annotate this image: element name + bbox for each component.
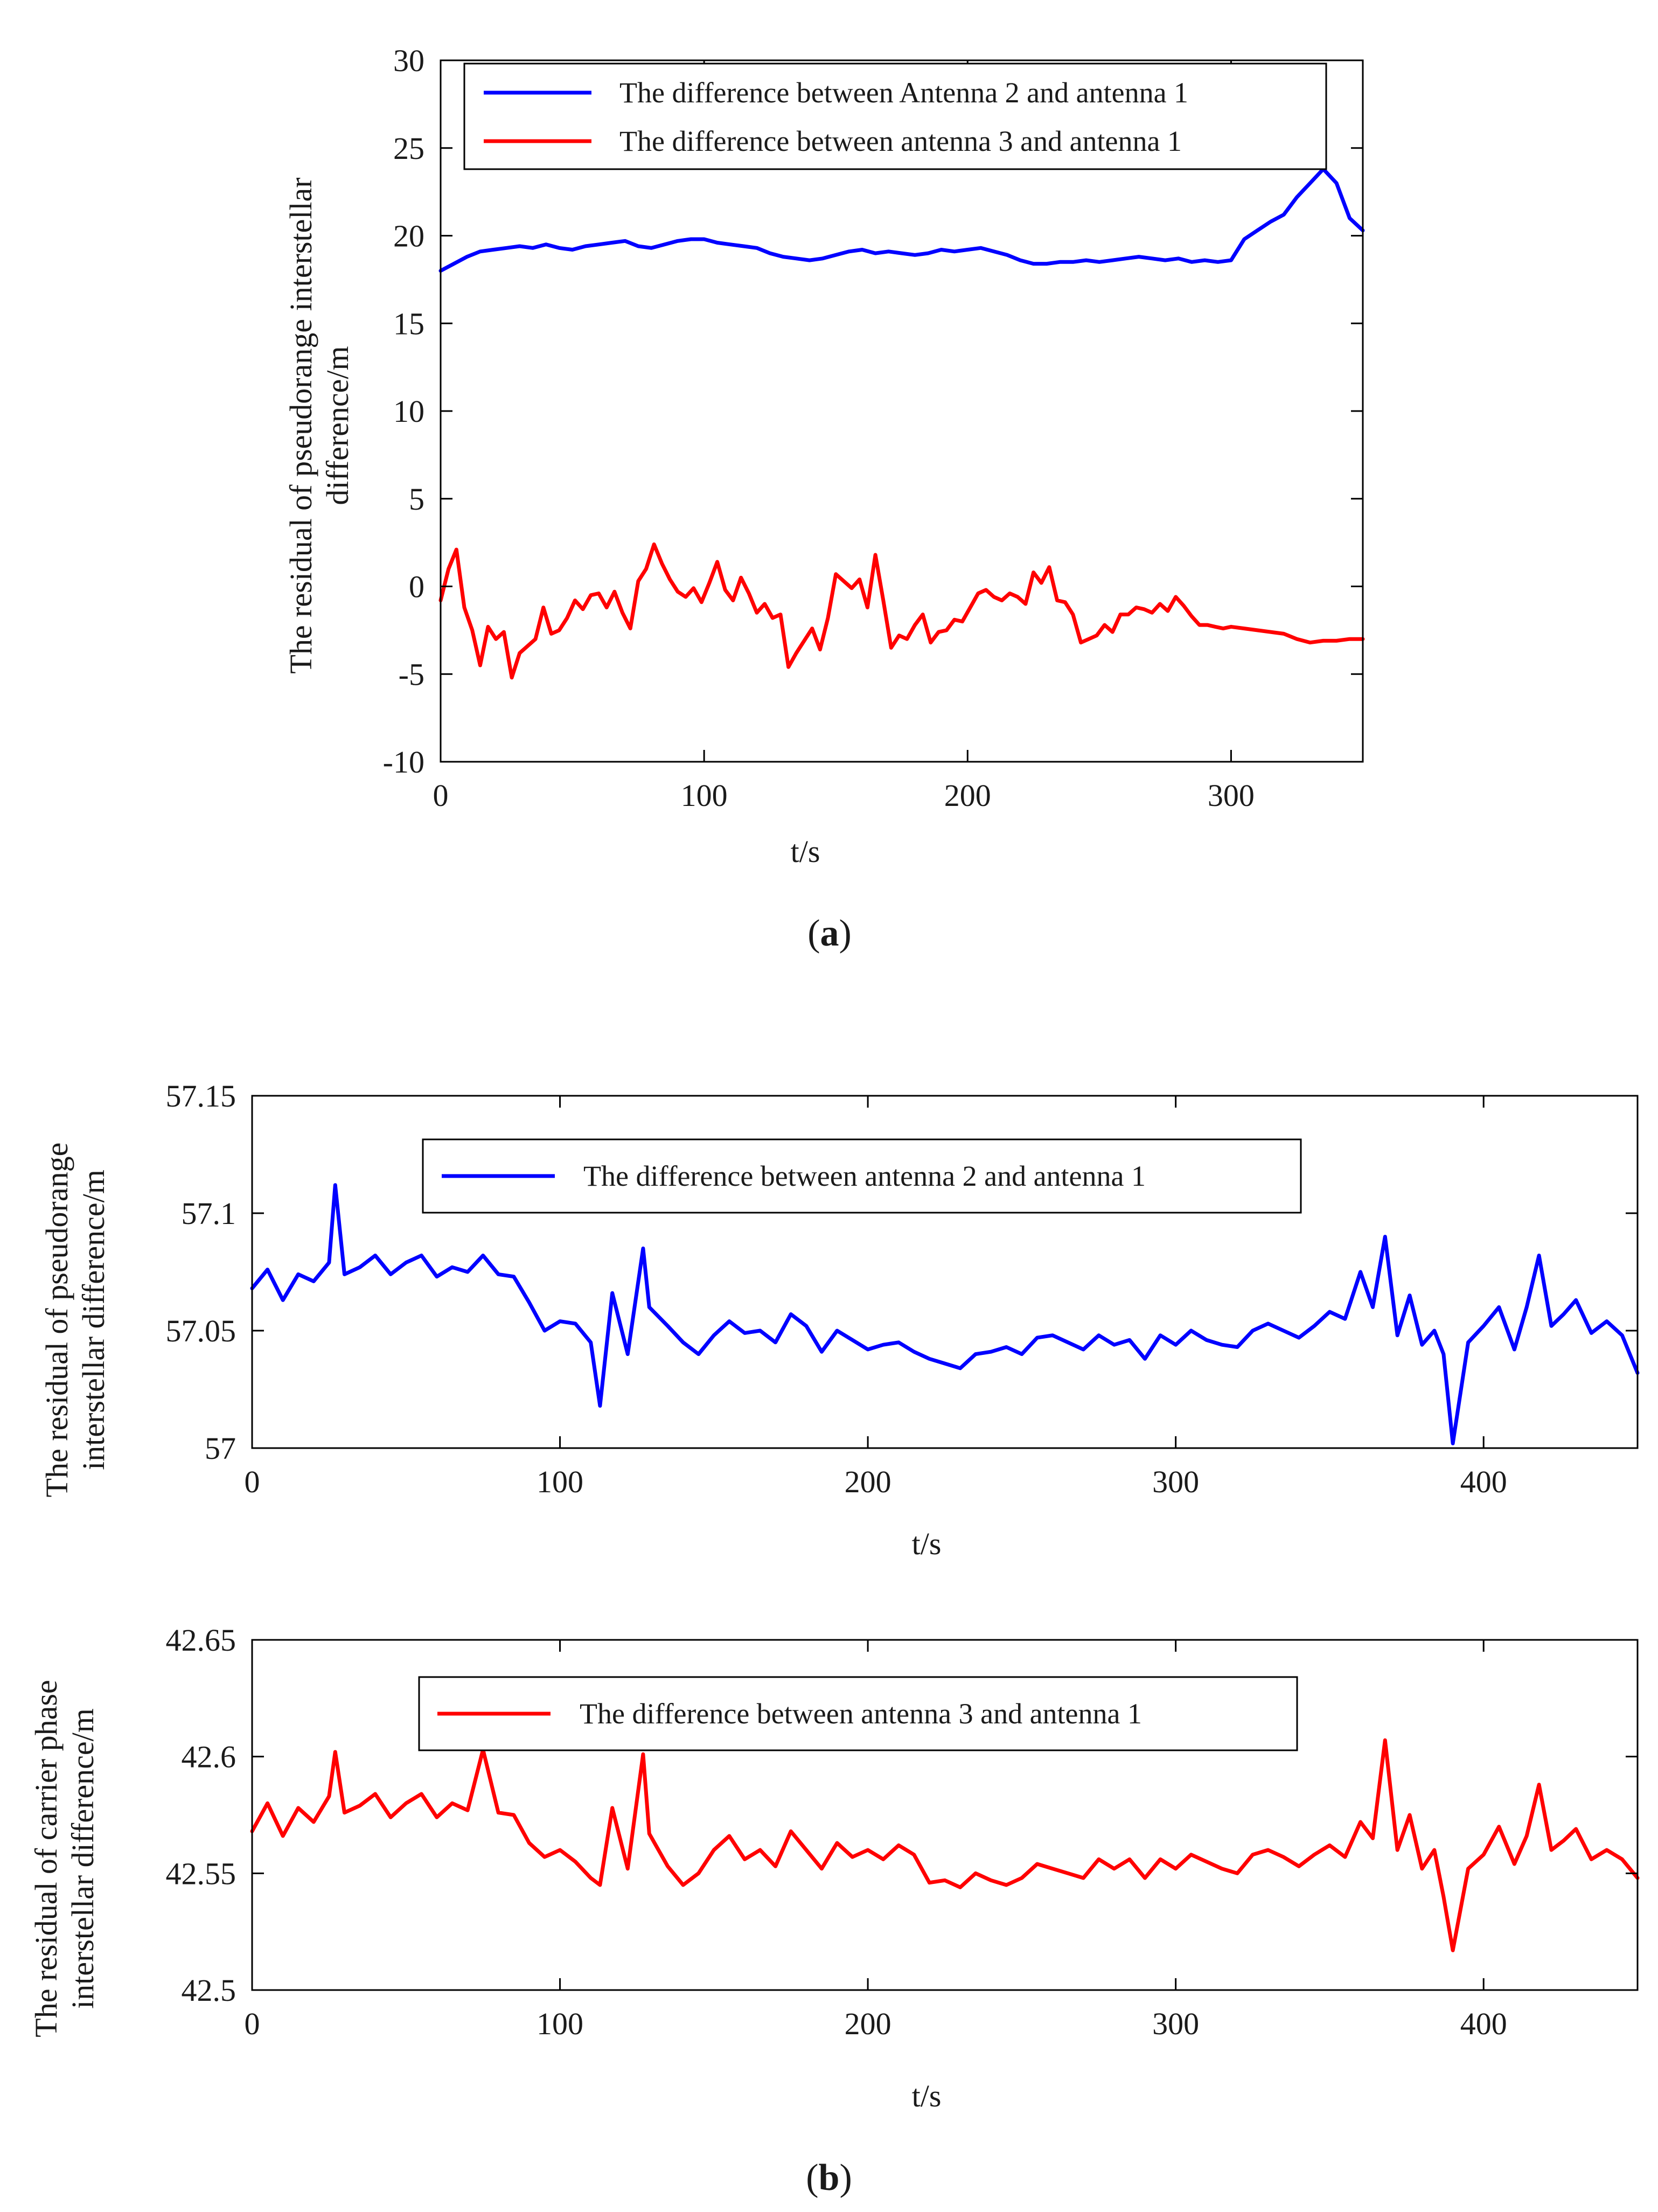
chart-a-y-tick-label: 15 <box>393 306 424 341</box>
chart-b-pseudorange-x-tick-label: 400 <box>1460 1464 1507 1499</box>
chart-b-pseudorange-y-axis-label-line-1: The residual of pseudorange <box>39 1143 74 1498</box>
chart-a-y-tick-label: -10 <box>383 745 424 780</box>
chart-b-carrier-phase-plot-area: 0 100 200 300 400 42.5 42.55 42.6 42.65 <box>166 1623 1640 2041</box>
chart-b-pseudorange-x-tick-label: 0 <box>245 1464 260 1499</box>
chart-a-y-tick-label: 10 <box>393 394 424 429</box>
chart-a-legend <box>463 62 1327 170</box>
chart-b-pseudorange-y-tick-label: 57.05 <box>166 1313 236 1348</box>
chart-b-carrier-phase-legend <box>418 1676 1298 1751</box>
chart-a-y-tick-label: 30 <box>393 43 424 78</box>
chart-b-pseudorange-y-axis-label-line-2: interstellar difference/m <box>76 1170 111 1470</box>
chart-b-carrier-phase-series-1-line <box>250 1738 1640 1952</box>
chart-a-x-axis-label: t/s <box>791 834 820 869</box>
chart-a: 0 100 200 300 -10 -5 0 5 10 15 20 25 30 The differen… <box>283 43 1365 954</box>
chart-a-plot-area: 0 100 200 300 -10 -5 0 5 10 15 20 25 30 <box>383 43 1365 813</box>
chart-b-pseudorange-x-tick-label: 300 <box>1152 1464 1199 1499</box>
caption-b: (b) <box>806 2157 852 2199</box>
chart-a-legend-label-2: The difference between antenna 3 and ant… <box>619 125 1182 157</box>
chart-b-pseudorange-series-1-line <box>250 1183 1640 1445</box>
chart-a-x-tick-label: 200 <box>944 778 991 813</box>
chart-a-legend-label-1: The difference between Antenna 2 and ant… <box>619 76 1188 109</box>
chart-a-series-2-line <box>438 542 1365 680</box>
chart-b-carrier-phase-x-tick-label: 200 <box>845 2006 891 2041</box>
chart-b-carrier-phase-x-tick-label: 0 <box>245 2006 260 2041</box>
chart-b-pseudorange-y-tick-label: 57.15 <box>166 1079 236 1114</box>
chart-b-carrier-phase-x-tick-label: 300 <box>1152 2006 1199 2041</box>
chart-b-carrier-phase-y-tick-label: 42.5 <box>182 1973 236 2008</box>
chart-a-y-tick-label: 20 <box>393 219 424 254</box>
chart-a-x-tick-label: 0 <box>433 778 449 813</box>
caption-a-label: a <box>820 913 839 954</box>
chart-b-pseudorange-legend-label: The difference between antenna 2 and ant… <box>583 1160 1146 1192</box>
chart-b-pseudorange-y-tick-label: 57 <box>205 1431 236 1466</box>
chart-a-y-tick-label: 25 <box>393 131 424 166</box>
chart-a-y-tick-label: 5 <box>409 482 424 517</box>
caption-b-label: b <box>819 2157 840 2199</box>
chart-b-pseudorange-legend <box>422 1138 1302 1214</box>
chart-b-carrier-phase-x-tick-label: 100 <box>537 2006 583 2041</box>
chart-b-carrier-phase-y-tick-label: 42.55 <box>166 1856 236 1891</box>
chart-b-carrier-phase-y-axis-label-line-1: The residual of carrier phase <box>29 1680 64 2037</box>
chart-b-pseudorange-x-axis-label: t/s <box>912 1526 942 1561</box>
chart-b-pseudorange-plot-area: 0 100 200 300 400 57 57.05 57.1 57.15 <box>166 1079 1640 1499</box>
chart-b-carrier-phase-x-tick-label: 400 <box>1460 2006 1507 2041</box>
chart-a-x-tick-label: 300 <box>1208 778 1255 813</box>
chart-a-y-axis-label-line-2: difference/m <box>320 346 355 505</box>
chart-a-series-1-line <box>438 167 1365 273</box>
chart-a-x-tick-label: 100 <box>681 778 728 813</box>
chart-b-carrier-phase-legend-label: The difference between antenna 3 and ant… <box>580 1698 1142 1730</box>
chart-b-pseudorange-x-tick-label: 100 <box>537 1464 583 1499</box>
chart-b-pseudorange-y-tick-label: 57.1 <box>182 1196 236 1231</box>
chart-b-carrier-phase-y-tick-label: 42.65 <box>166 1623 236 1658</box>
chart-b-carrier-phase: 0 100 200 300 400 42.5 42.55 42.6 42.65 The diff… <box>29 1623 1640 2199</box>
chart-b-pseudorange-axes-frame <box>251 1095 1639 1449</box>
chart-a-y-axis-label-line-1: The residual of pseudorange interstellar <box>283 177 318 673</box>
chart-b-pseudorange: 0 100 200 300 400 57 57.05 57.1 57.15 The differ… <box>39 1079 1640 1561</box>
chart-b-pseudorange-x-tick-label: 200 <box>845 1464 891 1499</box>
chart-b-carrier-phase-y-tick-label: 42.6 <box>182 1740 236 1775</box>
chart-b-carrier-phase-axes-frame <box>251 1639 1639 1991</box>
chart-a-y-tick-label: 0 <box>409 569 424 604</box>
chart-a-y-tick-label: -5 <box>399 657 424 692</box>
chart-b-carrier-phase-x-axis-label: t/s <box>912 2078 942 2113</box>
chart-b-carrier-phase-y-axis-label-line-2: interstellar difference/m <box>65 1708 100 2009</box>
caption-a: (a) <box>807 913 852 954</box>
